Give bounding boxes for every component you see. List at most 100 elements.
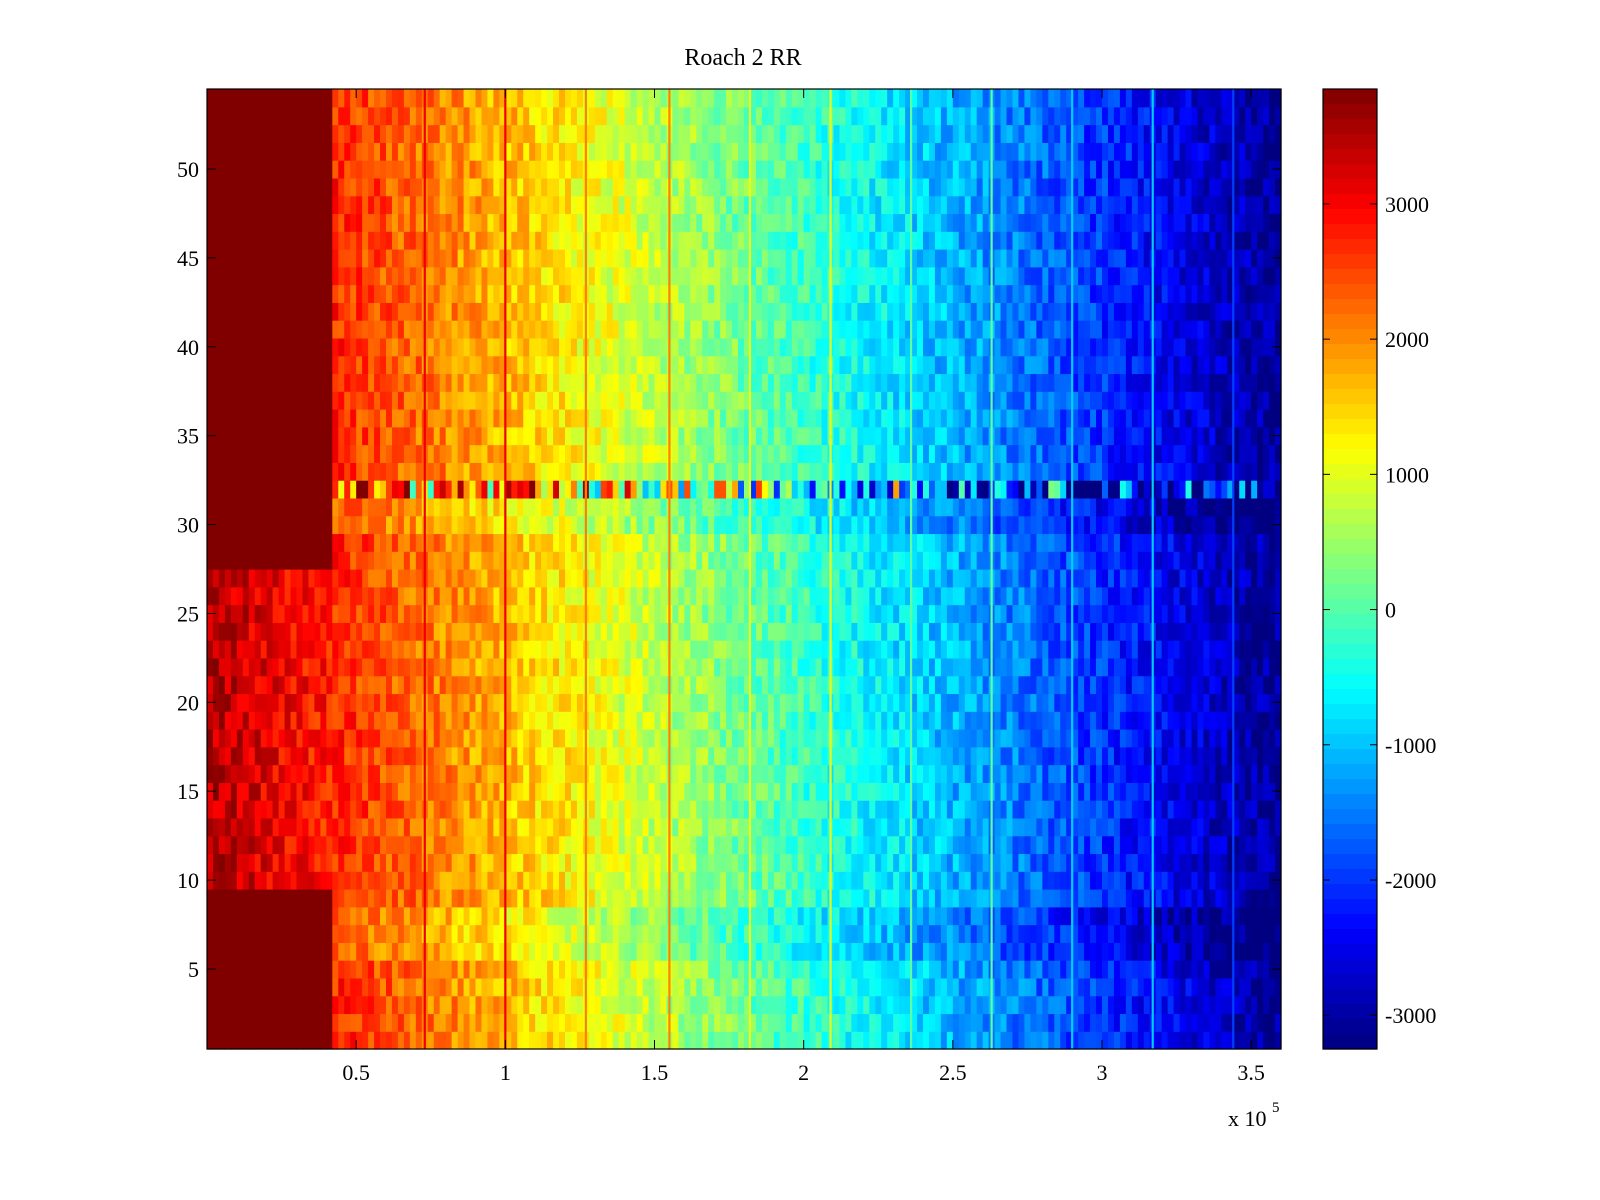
heatmap-cell	[767, 746, 775, 766]
heatmap-cell	[1066, 657, 1073, 677]
heatmap-cell	[499, 586, 506, 606]
heatmap-cell	[970, 622, 978, 641]
heatmap-cell	[1185, 835, 1193, 855]
heatmap-cell	[1072, 711, 1079, 730]
heatmap-cell	[1209, 569, 1216, 588]
heatmap-cell	[1239, 853, 1246, 872]
heatmap-cell	[559, 942, 566, 961]
heatmap-cell	[917, 764, 924, 783]
heatmap-cell	[493, 764, 500, 783]
heatmap-cell	[911, 995, 918, 1015]
heatmap-cell	[409, 657, 417, 677]
heatmap-cell	[469, 977, 477, 997]
heatmap-cell	[696, 853, 703, 872]
heatmap-cell	[1030, 622, 1037, 641]
heatmap-cell	[236, 640, 244, 659]
heatmap-cell	[445, 942, 453, 961]
heatmap-cell	[702, 906, 709, 926]
heatmap-cell	[994, 889, 1002, 908]
heatmap-cell	[463, 604, 471, 623]
heatmap-cell	[326, 569, 333, 588]
heatmap-cell	[600, 675, 608, 695]
heatmap-cell	[1233, 995, 1240, 1015]
heatmap-cell	[207, 551, 214, 570]
heatmap-cell	[314, 835, 321, 855]
heatmap-cell	[881, 1013, 888, 1032]
heatmap-cell	[409, 746, 417, 766]
heatmap-cell	[570, 960, 578, 979]
heatmap-cell	[1191, 817, 1199, 837]
heatmap-cell	[356, 835, 363, 855]
heatmap-cell	[911, 729, 918, 748]
heatmap-cell	[224, 782, 232, 801]
heatmap-cell	[1119, 960, 1127, 979]
heatmap-cell	[272, 995, 280, 1015]
heatmap-cell	[254, 942, 262, 961]
heatmap-cell	[374, 924, 381, 943]
heatmap-cell	[439, 729, 447, 748]
heatmap-cell	[260, 995, 268, 1015]
heatmap-cell	[1257, 871, 1264, 890]
heatmap-cell	[1102, 1013, 1109, 1032]
heatmap-cell	[523, 675, 530, 695]
heatmap-cell	[1221, 960, 1228, 979]
heatmap-cell	[362, 782, 369, 801]
heatmap-cell	[248, 906, 256, 926]
heatmap-cell	[928, 693, 936, 712]
heatmap-cell	[1185, 942, 1193, 961]
heatmap-cell	[1191, 977, 1199, 997]
heatmap-cell	[881, 977, 888, 997]
heatmap-cell	[1233, 746, 1240, 766]
heatmap-cell	[439, 586, 447, 606]
heatmap-cell	[391, 942, 399, 961]
heatmap-cell	[1113, 586, 1121, 606]
heatmap-cell	[726, 622, 733, 641]
heatmap-cell	[803, 1013, 811, 1032]
heatmap-cell	[1269, 746, 1276, 766]
heatmap-cell	[1209, 782, 1216, 801]
heatmap-cell	[1060, 569, 1067, 588]
heatmap-cell	[1197, 782, 1205, 801]
heatmap-cell	[994, 800, 1002, 819]
heatmap-cell	[1107, 1013, 1115, 1032]
heatmap-cell	[970, 604, 978, 623]
heatmap-cell	[773, 675, 781, 695]
heatmap-cell	[1251, 569, 1258, 588]
heatmap-cell	[696, 569, 703, 588]
heatmap-cell	[535, 906, 542, 926]
heatmap-cell	[726, 924, 733, 943]
heatmap-cell	[606, 675, 614, 695]
heatmap-cell	[451, 924, 459, 943]
heatmap-cell	[415, 1031, 423, 1050]
heatmap-cell	[1143, 1031, 1151, 1050]
heatmap-cell	[1155, 835, 1163, 855]
heatmap-cell	[899, 889, 906, 908]
heatmap-cell	[899, 746, 906, 766]
heatmap-cell	[923, 800, 930, 819]
heatmap-cell	[624, 569, 632, 588]
heatmap-cell	[964, 622, 972, 641]
heatmap-cell	[523, 551, 530, 570]
heatmap-cell	[732, 1031, 739, 1050]
heatmap-cell	[1024, 1013, 1031, 1032]
heatmap-cell	[272, 835, 280, 855]
heatmap-cell	[648, 906, 656, 926]
heatmap-cell	[290, 586, 298, 606]
heatmap-cell	[738, 782, 745, 801]
heatmap-cell	[857, 835, 864, 855]
heatmap-cell	[672, 977, 679, 997]
heatmap-cell	[588, 746, 596, 766]
heatmap-cell	[535, 657, 542, 677]
heatmap-cell	[690, 693, 697, 712]
heatmap-cell	[1102, 782, 1109, 801]
heatmap-cell	[1006, 569, 1014, 588]
heatmap-cell	[934, 889, 942, 908]
heatmap-cell	[541, 924, 548, 943]
heatmap-cell	[570, 924, 578, 943]
heatmap-cell	[212, 853, 220, 872]
heatmap-cell	[1197, 977, 1205, 997]
heatmap-cell	[535, 604, 542, 623]
heatmap-cell	[1066, 960, 1073, 979]
heatmap-cell	[505, 889, 512, 908]
heatmap-cell	[660, 1013, 668, 1032]
